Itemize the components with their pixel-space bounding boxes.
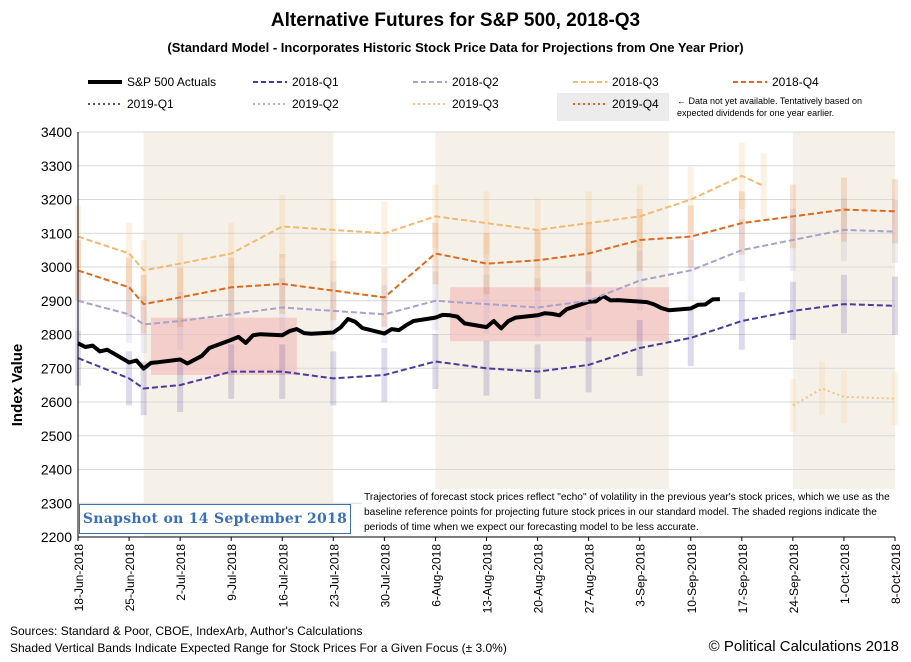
y-tick-label-2700: 2700 — [41, 360, 72, 376]
x-tick-label-2: 2-Jul-2018 — [174, 544, 188, 601]
legend-note: ← Data not yet available. Tentatively ba… — [677, 96, 862, 118]
y-tick-label-3000: 3000 — [41, 259, 72, 275]
y-tick-label-2500: 2500 — [41, 428, 72, 444]
x-tick-label-16: 8-Oct-2018 — [889, 544, 903, 604]
y-tick-label-2400: 2400 — [41, 462, 72, 478]
legend-label-2: 2018-Q2 — [452, 75, 499, 89]
series-line-4 — [77, 208, 896, 306]
y-axis-title-wrap: Index Value — [2, 335, 32, 440]
legend-label-6: 2019-Q2 — [292, 97, 339, 111]
legend-highlight-bg — [557, 93, 669, 121]
bands-note-text: Shaded Vertical Bands Indicate Expected … — [10, 641, 507, 655]
y-tick-label-3300: 3300 — [41, 158, 72, 174]
legend-label-1: 2018-Q1 — [292, 75, 339, 89]
x-tick-label-15: 1-Oct-2018 — [838, 544, 852, 604]
x-tick-label-8: 13-Aug-2018 — [481, 544, 495, 614]
highlight-region-0 — [150, 317, 297, 375]
x-tick-label-0: 18-Jun-2018 — [72, 544, 86, 612]
chart-title: Alternative Futures for S&P 500, 2018-Q3 — [270, 10, 641, 31]
legend-label-7: 2019-Q3 — [452, 97, 499, 111]
y-tick-label-2800: 2800 — [41, 327, 72, 343]
y-tick-label-2200: 2200 — [41, 529, 72, 545]
y-tick-label-2900: 2900 — [41, 293, 72, 309]
copyright-text: © Political Calculations 2018 — [708, 638, 899, 655]
x-tick-label-12: 10-Sep-2018 — [685, 544, 699, 614]
legend-label-8: 2019-Q4 — [612, 97, 659, 111]
x-tick-label-7: 6-Aug-2018 — [429, 544, 443, 607]
annotation-note: Trajectories of forecast stock prices re… — [362, 489, 896, 536]
series-line-0 — [77, 294, 720, 371]
y-tick-label-3200: 3200 — [41, 192, 72, 208]
y-axis-title-svg: Index Value — [9, 344, 26, 427]
legend-label-3: 2018-Q3 — [612, 75, 659, 89]
chart-subtitle: (Standard Model - Incorporates Historic … — [167, 40, 744, 55]
series-line-3 — [77, 174, 765, 272]
series-line-2 — [77, 228, 896, 326]
legend-label-4: 2018-Q4 — [772, 75, 819, 89]
legend-label-5: 2019-Q1 — [127, 97, 174, 111]
x-tick-label-11: 3-Sep-2018 — [634, 544, 648, 607]
y-tick-label-3400: 3400 — [41, 124, 72, 140]
snapshot-label: Snapshot on 14 September 2018 — [79, 504, 351, 534]
x-tick-label-9: 20-Aug-2018 — [532, 544, 546, 614]
x-tick-label-14: 24-Sep-2018 — [787, 544, 801, 614]
x-tick-label-13: 17-Sep-2018 — [736, 544, 750, 614]
x-tick-label-4: 16-Jul-2018 — [276, 544, 290, 608]
y-tick-label-2600: 2600 — [41, 394, 72, 410]
series-line-5 — [792, 387, 896, 407]
y-tick-label-3100: 3100 — [41, 225, 72, 241]
y-axis-title: Index Value — [9, 344, 26, 427]
x-tick-label-10: 27-Aug-2018 — [583, 544, 597, 614]
x-tick-label-1: 25-Jun-2018 — [123, 544, 137, 612]
legend-label-0: S&P 500 Actuals — [127, 75, 217, 89]
x-tick-label-3: 9-Jul-2018 — [225, 544, 239, 601]
y-tick-label-2300: 2300 — [41, 495, 72, 511]
sources-text: Sources: Standard & Poor, CBOE, IndexArb… — [10, 624, 363, 638]
x-tick-label-5: 23-Jul-2018 — [327, 544, 341, 608]
series-line-1 — [77, 303, 896, 390]
x-tick-label-6: 30-Jul-2018 — [378, 544, 392, 608]
